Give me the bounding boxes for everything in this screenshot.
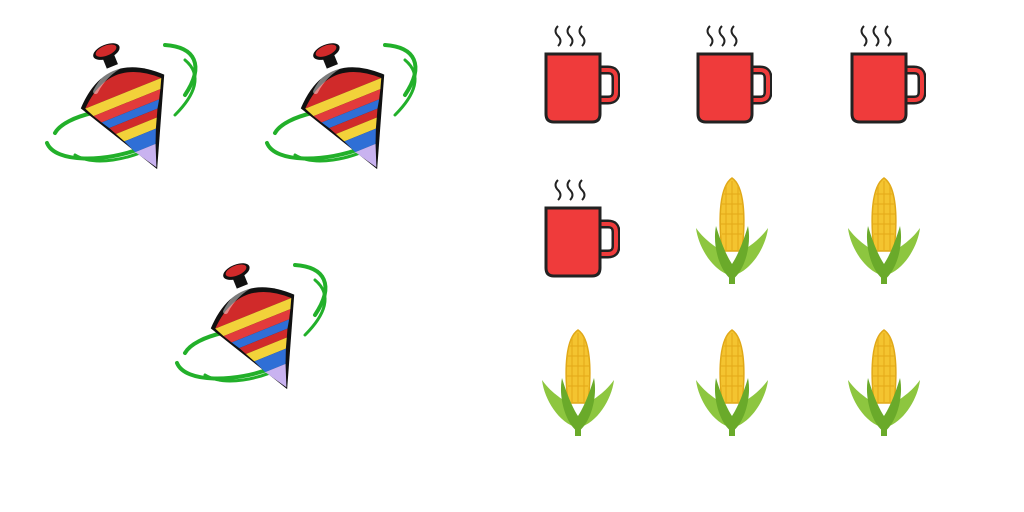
spinning-top-icon [35, 35, 205, 185]
spinning-top-icon [255, 35, 425, 185]
corn-icon [692, 176, 772, 286]
coffee-mug-icon [846, 22, 926, 132]
coffee-mug-icon [692, 22, 772, 132]
coffee-mug-icon [540, 22, 620, 132]
corn-icon [538, 328, 618, 438]
corn-icon [844, 176, 924, 286]
corn-icon [844, 328, 924, 438]
corn-icon [692, 328, 772, 438]
coffee-mug-icon [540, 176, 620, 286]
spinning-top-icon [165, 255, 335, 405]
